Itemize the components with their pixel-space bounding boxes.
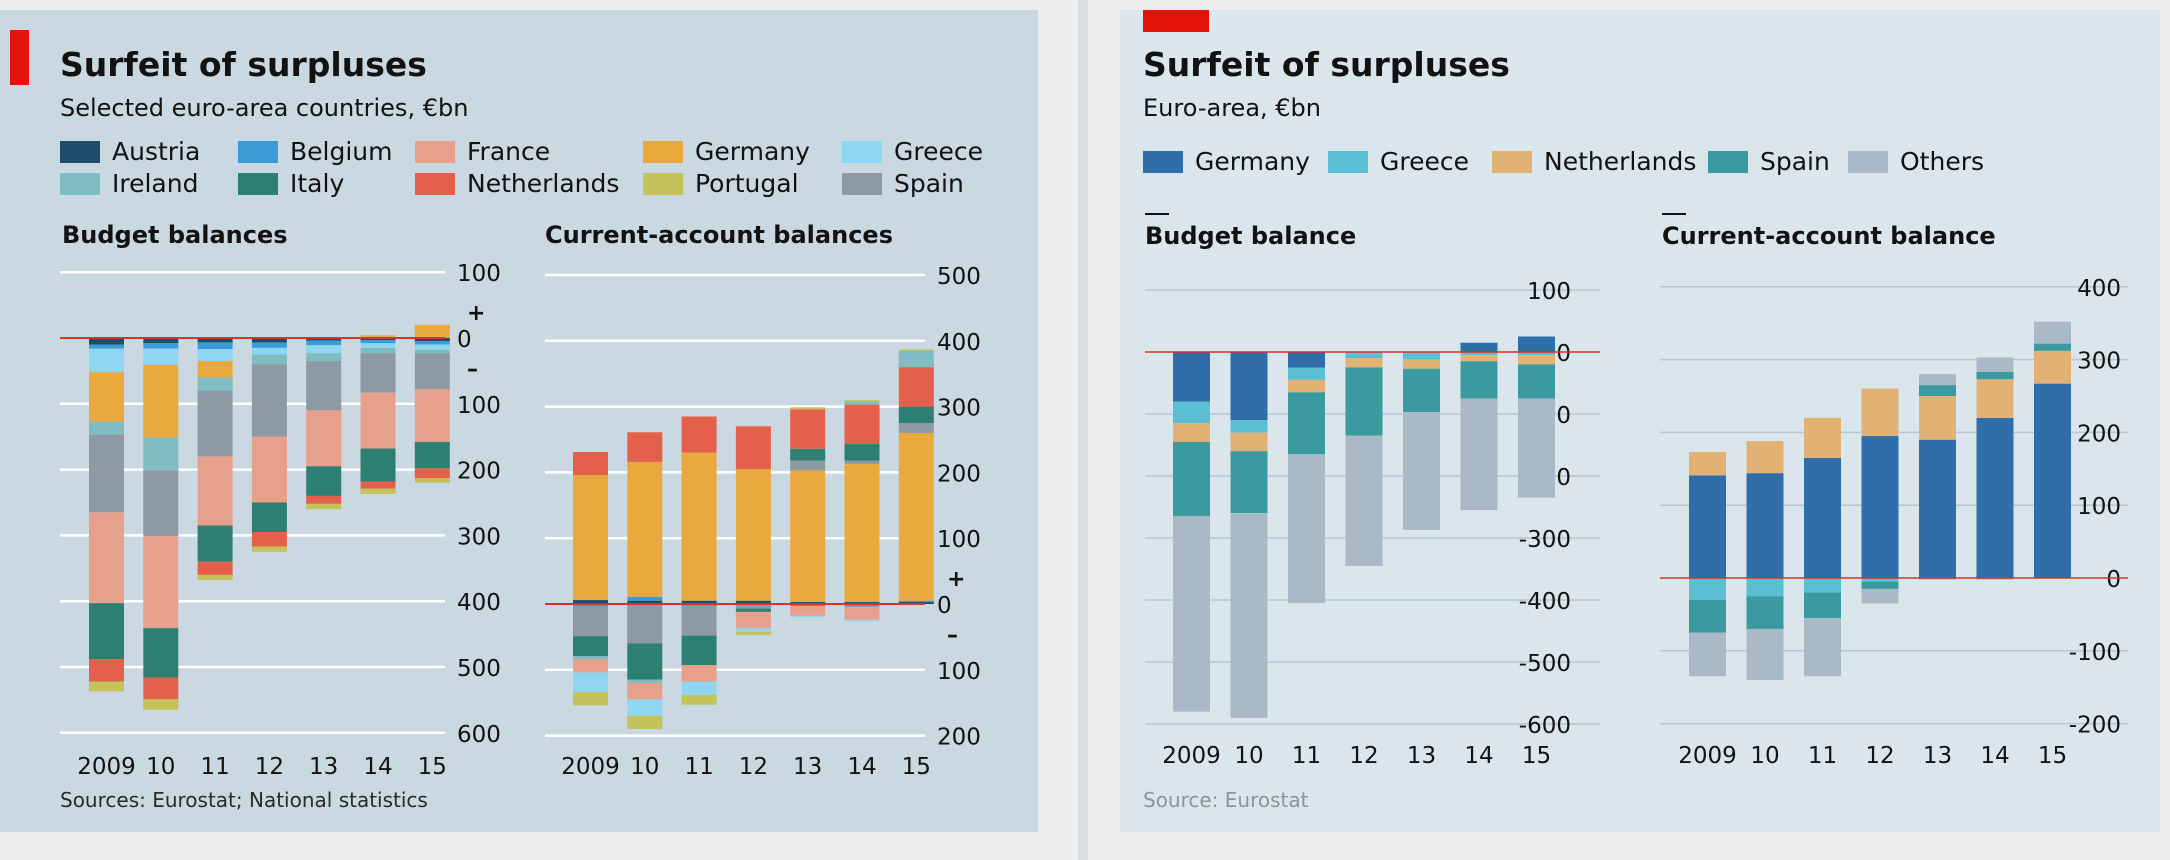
legend-label: Germany xyxy=(1195,147,1310,176)
right-subtitle: Euro-area, €bn xyxy=(1143,94,1321,122)
legend-label: Netherlands xyxy=(467,169,620,198)
legend-swatch xyxy=(415,141,455,163)
figure-divider xyxy=(1078,0,1088,860)
legend-label: Spain xyxy=(894,169,964,198)
left-accent-bar xyxy=(10,30,29,85)
legend-swatch xyxy=(1328,151,1368,173)
legend-label: Netherlands xyxy=(1544,147,1697,176)
legend-swatch xyxy=(643,173,683,195)
legend-label: Greece xyxy=(894,137,983,166)
left-title: Surfeit of surpluses xyxy=(60,45,427,84)
legend-label: Greece xyxy=(1380,147,1469,176)
legend-label: Others xyxy=(1900,147,1985,176)
legend-swatch xyxy=(238,173,278,195)
legend-swatch xyxy=(1143,151,1183,173)
legend-swatch xyxy=(1492,151,1532,173)
legend-label: Ireland xyxy=(112,169,199,198)
legend-label: France xyxy=(467,137,551,166)
legend-label: Italy xyxy=(290,169,345,198)
legend-label: Austria xyxy=(112,137,201,166)
right-source: Source: Eurostat xyxy=(1143,788,1309,812)
left-subtitle: Selected euro-area countries, €bn xyxy=(60,94,469,122)
legend-swatch xyxy=(1848,151,1888,173)
right-figure-panel: Surfeit of surpluses Euro-area, €bn Germ… xyxy=(1120,10,2160,832)
legend-swatch xyxy=(60,173,100,195)
legend-swatch xyxy=(238,141,278,163)
right-accent-bar xyxy=(1143,10,1209,32)
legend-swatch xyxy=(415,173,455,195)
legend-label: Germany xyxy=(695,137,810,166)
left-figure-panel: Surfeit of surpluses Selected euro-area … xyxy=(0,10,1038,832)
legend-swatch xyxy=(643,141,683,163)
legend-swatch xyxy=(60,141,100,163)
legend-label: Spain xyxy=(1760,147,1830,176)
right-title: Surfeit of surpluses xyxy=(1143,45,1510,84)
legend-swatch xyxy=(842,173,882,195)
legend-swatch xyxy=(1708,151,1748,173)
legend-label: Belgium xyxy=(290,137,393,166)
legend-label: Portugal xyxy=(695,169,799,198)
left-source: Sources: Eurostat; National statistics xyxy=(60,788,428,812)
legend-swatch xyxy=(842,141,882,163)
